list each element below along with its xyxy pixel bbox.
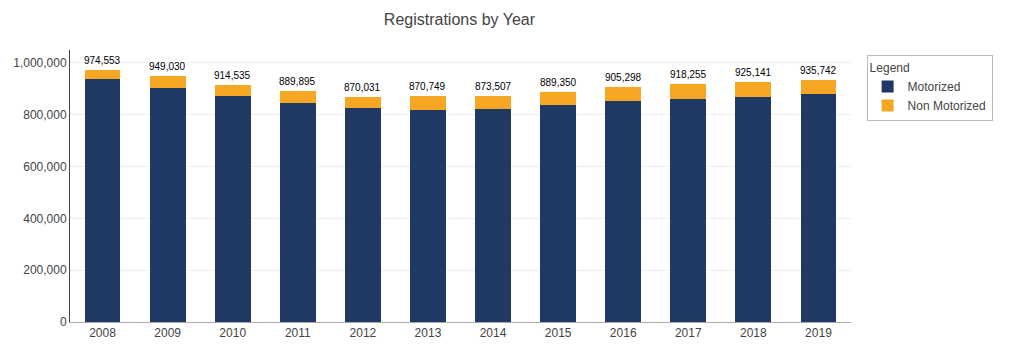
svg-text:925,141: 925,141 <box>735 67 772 78</box>
svg-text:2011: 2011 <box>285 326 311 340</box>
svg-text:905,298: 905,298 <box>605 72 642 83</box>
svg-text:889,350: 889,350 <box>540 77 577 88</box>
svg-text:870,031: 870,031 <box>344 82 381 93</box>
svg-text:873,507: 873,507 <box>475 81 512 92</box>
svg-text:949,030: 949,030 <box>149 61 186 72</box>
svg-text:889,895: 889,895 <box>279 76 316 87</box>
svg-text:2018: 2018 <box>740 326 767 340</box>
svg-text:914,535: 914,535 <box>214 70 251 81</box>
svg-text:200,000: 200,000 <box>23 263 67 277</box>
svg-text:2017: 2017 <box>675 326 702 340</box>
svg-text:Registrations by Year: Registrations by Year <box>384 11 536 28</box>
svg-text:2012: 2012 <box>350 326 377 340</box>
svg-text:800,000: 800,000 <box>23 108 67 122</box>
svg-text:2013: 2013 <box>415 326 442 340</box>
svg-text:2010: 2010 <box>219 326 246 340</box>
svg-text:600,000: 600,000 <box>23 160 67 174</box>
svg-text:0: 0 <box>60 315 67 329</box>
svg-text:2008: 2008 <box>89 326 116 340</box>
svg-text:935,742: 935,742 <box>800 65 837 76</box>
svg-text:Legend: Legend <box>870 61 910 75</box>
svg-text:870,749: 870,749 <box>409 81 446 92</box>
svg-text:Non Motorized: Non Motorized <box>908 99 986 113</box>
svg-text:974,553: 974,553 <box>84 55 121 66</box>
svg-text:2019: 2019 <box>805 326 832 340</box>
svg-text:2009: 2009 <box>154 326 181 340</box>
svg-text:2014: 2014 <box>480 326 507 340</box>
svg-text:400,000: 400,000 <box>23 212 67 226</box>
svg-text:2015: 2015 <box>545 326 572 340</box>
svg-text:1,000,000: 1,000,000 <box>13 56 67 70</box>
svg-text:2016: 2016 <box>610 326 637 340</box>
svg-text:918,255: 918,255 <box>670 69 707 80</box>
svg-text:Motorized: Motorized <box>908 80 961 94</box>
